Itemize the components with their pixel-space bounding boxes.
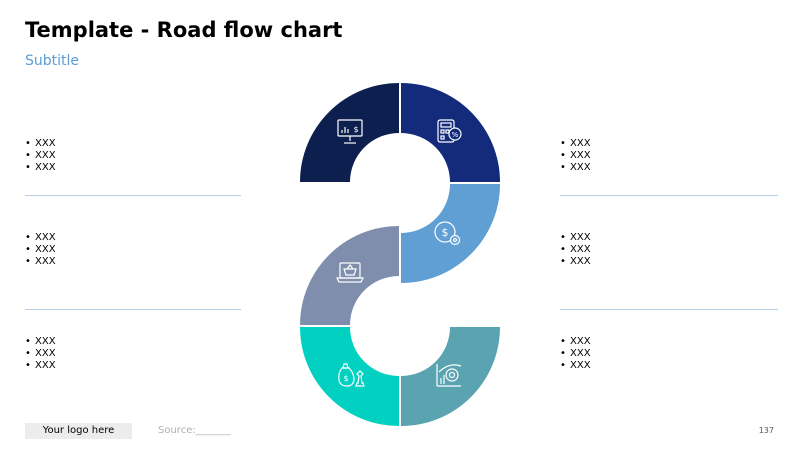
right-bullet-list-1: XXX XXX XXX (560, 138, 591, 174)
presentation-chart-icon: $ (337, 119, 363, 144)
left-bullet-list-1: XXX XXX XXX (25, 138, 56, 174)
bullet-item: XXX (560, 336, 591, 348)
bullet-item: XXX (560, 232, 591, 244)
left-bullet-list-2: XXX XXX XXX (25, 232, 56, 268)
left-divider-2 (25, 309, 241, 310)
bullet-item: XXX (560, 244, 591, 256)
dollar-gear-icon: $ (434, 221, 461, 246)
segment-3 (401, 184, 500, 283)
bullet-item: XXX (25, 348, 56, 360)
bullet-item: XXX (560, 256, 591, 268)
laptop-basket-icon (336, 262, 364, 283)
bullet-item: XXX (560, 150, 591, 162)
segment-1 (300, 83, 399, 182)
segment-5 (300, 327, 399, 426)
bullet-item: XXX (25, 336, 56, 348)
svg-text:$: $ (442, 226, 449, 239)
money-bag-chess-icon: $ (338, 363, 365, 387)
bullet-item: XXX (25, 232, 56, 244)
bullet-item: XXX (560, 360, 591, 372)
left-divider-1 (25, 195, 241, 196)
right-bullet-list-3: XXX XXX XXX (560, 336, 591, 372)
calculator-percent-icon: % (437, 119, 462, 143)
logo-placeholder: Your logo here (25, 423, 132, 439)
bullet-item: XXX (25, 256, 56, 268)
right-divider-1 (560, 195, 778, 196)
bullet-item: XXX (25, 162, 56, 174)
svg-text:$: $ (343, 374, 348, 383)
bullet-item: XXX (560, 348, 591, 360)
bullet-item: XXX (25, 138, 56, 150)
bullet-item: XXX (25, 360, 56, 372)
page-number: 137 (758, 426, 774, 435)
svg-text:%: % (452, 131, 459, 139)
bullet-item: XXX (560, 138, 591, 150)
source-note: Source:_______ (158, 425, 231, 436)
right-divider-2 (560, 309, 778, 310)
right-bullet-list-2: XXX XXX XXX (560, 232, 591, 268)
svg-text:$: $ (353, 125, 358, 134)
page-subtitle: Subtitle (25, 53, 80, 69)
bullet-item: XXX (25, 244, 56, 256)
bullet-item: XXX (25, 150, 56, 162)
page-title: Template - Road flow chart (25, 18, 343, 42)
bullet-item: XXX (560, 162, 591, 174)
growth-chart-target-icon (436, 364, 462, 387)
left-bullet-list-3: XXX XXX XXX (25, 336, 56, 372)
